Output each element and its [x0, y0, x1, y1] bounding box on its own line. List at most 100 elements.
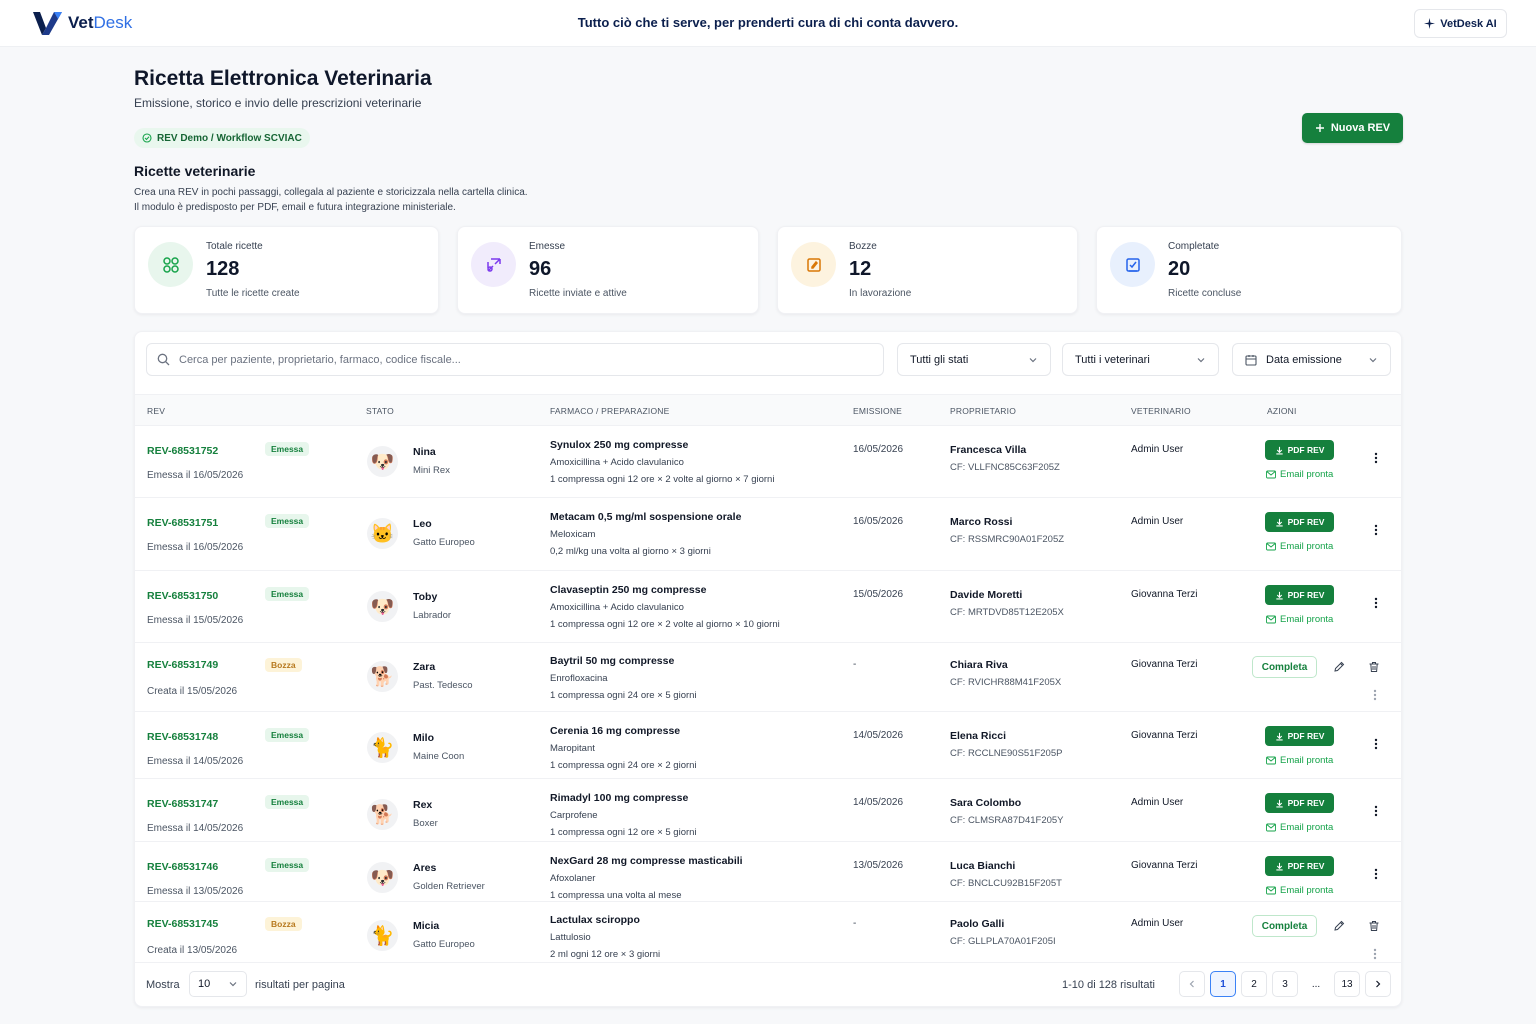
page-button-13[interactable]: 13: [1334, 971, 1360, 997]
table-row[interactable]: REV-68531750 Emessa il 15/05/2026 Emessa 🐶 T…: [135, 571, 1401, 643]
more-vertical-icon: [1374, 805, 1378, 817]
owner-name[interactable]: Sara Colombo: [950, 797, 1022, 809]
email-ready-link[interactable]: Email pronta: [1266, 822, 1333, 833]
page-button-3[interactable]: 3: [1272, 971, 1298, 997]
complete-button[interactable]: Completa: [1252, 915, 1317, 937]
table-row[interactable]: REV-68531745 Creata il 13/05/2026 Bozza 🐈 Mi…: [135, 902, 1401, 963]
status-filter-select[interactable]: Tutti gli stati: [897, 343, 1051, 376]
rev-code-link[interactable]: REV-68531749: [147, 659, 219, 671]
column-header-farmaco[interactable]: FARMACO / PREPARAZIONE: [550, 406, 670, 416]
vetdesk-logo-text: VetDesk: [68, 13, 133, 32]
pet-name[interactable]: Micia: [413, 920, 440, 932]
pdf-rev-button[interactable]: PDF REV: [1265, 585, 1334, 605]
pdf-rev-button[interactable]: PDF REV: [1265, 726, 1334, 746]
pet-name[interactable]: Nina: [413, 446, 436, 458]
row-menu-button[interactable]: [1366, 864, 1386, 884]
email-ready-link[interactable]: Email pronta: [1266, 885, 1333, 896]
pet-name[interactable]: Leo: [413, 518, 432, 530]
pet-name[interactable]: Milo: [413, 732, 434, 744]
row-menu-button[interactable]: [1366, 520, 1386, 540]
column-header-stato[interactable]: STATO: [366, 406, 394, 416]
table-row[interactable]: REV-68531746 Emessa il 13/05/2026 Emessa 🐶 A…: [135, 842, 1401, 902]
edit-button[interactable]: [1329, 657, 1349, 677]
email-ready-link[interactable]: Email pronta: [1266, 541, 1333, 552]
owner-name[interactable]: Paolo Galli: [950, 918, 1005, 930]
column-header-emissione[interactable]: EMISSIONE: [853, 406, 903, 416]
rev-code-link[interactable]: REV-68531745: [147, 918, 219, 930]
rev-code-link[interactable]: REV-68531752: [147, 445, 219, 457]
row-menu-button[interactable]: [1365, 944, 1385, 964]
page-button-1[interactable]: 1: [1210, 971, 1236, 997]
rev-code-link[interactable]: REV-68531751: [147, 517, 219, 529]
page-button-2[interactable]: 2: [1241, 971, 1267, 997]
email-ready-link[interactable]: Email pronta: [1266, 469, 1333, 480]
pdf-rev-button[interactable]: PDF REV: [1265, 793, 1334, 813]
rev-code-link[interactable]: REV-68531747: [147, 798, 219, 810]
table-row[interactable]: REV-68531747 Emessa il 14/05/2026 Emessa 🐕 R…: [135, 779, 1401, 842]
owner-name[interactable]: Chiara Riva: [950, 659, 1008, 671]
search-box[interactable]: [146, 343, 884, 376]
pdf-rev-button[interactable]: PDF REV: [1265, 856, 1334, 876]
table-row[interactable]: REV-68531749 Creata il 15/05/2026 Bozza 🐕 Za…: [135, 643, 1401, 712]
owner-name[interactable]: Francesca Villa: [950, 444, 1027, 456]
pet-name[interactable]: Ares: [413, 862, 437, 874]
delete-button[interactable]: [1364, 916, 1384, 936]
edit-icon: [1334, 661, 1345, 672]
per-page-select[interactable]: 10: [189, 971, 247, 997]
complete-button[interactable]: Completa: [1252, 656, 1317, 678]
column-header-veterinario[interactable]: VETERINARIO: [1131, 406, 1191, 416]
top-bar: VetDesk Tutto ciò che ti serve, per pren…: [0, 0, 1536, 47]
vetdesk-logo[interactable]: VetDesk: [32, 9, 132, 37]
pet-name[interactable]: Toby: [413, 591, 438, 603]
row-menu-button[interactable]: [1366, 593, 1386, 613]
new-rev-button[interactable]: Nuova REV: [1302, 113, 1403, 143]
date-filter-select[interactable]: Data emissione: [1232, 343, 1391, 376]
drug-name: Rimadyl 100 mg compresse: [550, 792, 689, 804]
pet-name[interactable]: Zara: [413, 661, 436, 673]
more-vertical-icon: [1373, 689, 1377, 701]
vet-filter-select[interactable]: Tutti i veterinari: [1062, 343, 1219, 376]
column-header-proprietario[interactable]: PROPRIETARIO: [950, 406, 1017, 416]
row-menu-button[interactable]: [1366, 801, 1386, 821]
rev-date: Emessa il 13/05/2026: [147, 886, 244, 897]
owner-name[interactable]: Elena Ricci: [950, 730, 1007, 742]
stat-card-total: Totale ricette 128 Tutte le ricette crea…: [134, 226, 439, 314]
row-menu-button[interactable]: [1366, 448, 1386, 468]
next-page-button[interactable]: [1365, 971, 1391, 997]
pdf-rev-label: PDF REV: [1287, 731, 1325, 741]
drug-dosage: 1 compressa ogni 12 ore × 2 volte al gio…: [550, 474, 775, 485]
download-icon: [1275, 518, 1283, 526]
new-rev-label: Nuova REV: [1330, 122, 1391, 134]
table-row[interactable]: REV-68531751 Emessa il 16/05/2026 Emessa 🐱 L…: [135, 498, 1401, 571]
pet-avatar-icon: 🐕: [370, 666, 395, 688]
email-ready-link[interactable]: Email pronta: [1266, 614, 1333, 625]
check-doc-icon: [1110, 242, 1155, 287]
vetdesk-ai-button[interactable]: VetDesk AI: [1414, 9, 1507, 38]
pdf-rev-button[interactable]: PDF REV: [1265, 440, 1334, 460]
rev-code-link[interactable]: REV-68531746: [147, 861, 219, 873]
email-ready-label: Email pronta: [1280, 755, 1334, 766]
drug-name: Lactulax sciroppo: [550, 914, 640, 926]
drug-name: Cerenia 16 mg compresse: [550, 725, 681, 737]
pdf-rev-label: PDF REV: [1287, 798, 1325, 808]
table-row[interactable]: REV-68531752 Emessa il 16/05/2026 Emessa 🐶 N…: [135, 426, 1401, 498]
owner-name[interactable]: Luca Bianchi: [950, 860, 1016, 872]
vet-filter-value: Tutti i veterinari: [1075, 353, 1150, 366]
pet-name[interactable]: Rex: [413, 799, 433, 811]
prev-page-button[interactable]: [1179, 971, 1205, 997]
rev-code-link[interactable]: REV-68531750: [147, 590, 219, 602]
rev-code-link[interactable]: REV-68531748: [147, 731, 219, 743]
edit-button[interactable]: [1329, 916, 1349, 936]
row-menu-button[interactable]: [1365, 685, 1385, 705]
search-input[interactable]: [179, 353, 839, 366]
owner-tax-code: CF: GLLPLA70A01F205I: [950, 936, 1056, 947]
table-row[interactable]: REV-68531748 Emessa il 14/05/2026 Emessa 🐈 M…: [135, 712, 1401, 779]
more-vertical-icon: [1374, 524, 1378, 536]
owner-name[interactable]: Davide Moretti: [950, 589, 1023, 601]
email-ready-link[interactable]: Email pronta: [1266, 755, 1333, 766]
pdf-rev-button[interactable]: PDF REV: [1265, 512, 1334, 532]
owner-name[interactable]: Marco Rossi: [950, 516, 1013, 528]
delete-button[interactable]: [1364, 657, 1384, 677]
row-menu-button[interactable]: [1366, 734, 1386, 754]
column-header-rev[interactable]: REV: [147, 406, 166, 416]
